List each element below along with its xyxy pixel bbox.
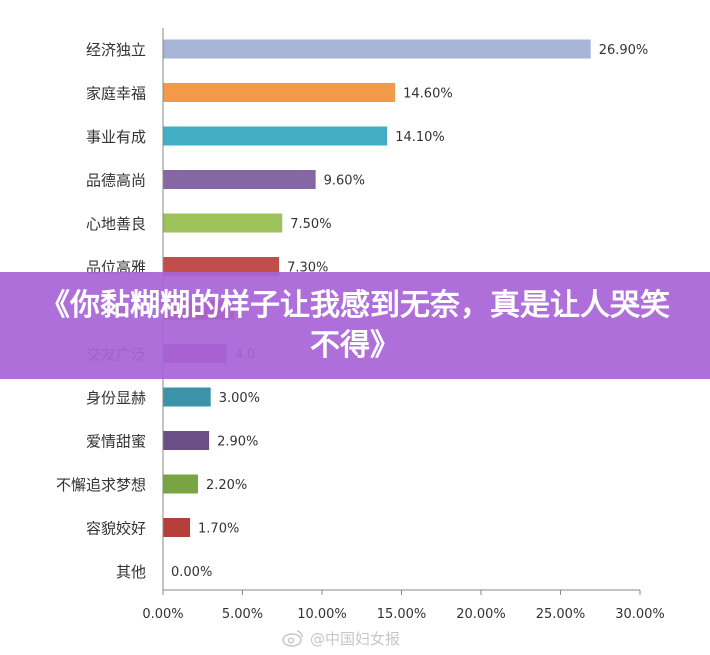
bar bbox=[163, 431, 210, 450]
category-label: 心地善良 bbox=[86, 215, 146, 233]
category-label: 其他 bbox=[116, 563, 146, 581]
category-label: 身份显赫 bbox=[86, 389, 146, 407]
x-tick-label: 15.00% bbox=[377, 607, 427, 622]
x-tick-label: 30.00% bbox=[615, 607, 665, 622]
category-label: 经济独立 bbox=[86, 41, 146, 59]
bar bbox=[163, 257, 280, 276]
bar bbox=[163, 83, 396, 102]
value-label: 14.60% bbox=[403, 87, 453, 102]
x-tick-label: 25.00% bbox=[536, 607, 586, 622]
value-label: 9.60% bbox=[324, 174, 365, 189]
title-overlay-banner: 《你黏糊糊的样子让我感到无奈，真是让人哭笑不得》 bbox=[0, 272, 710, 379]
category-label: 家庭幸福 bbox=[86, 85, 146, 103]
value-label: 14.10% bbox=[395, 130, 445, 145]
bar bbox=[163, 518, 191, 537]
bar bbox=[163, 213, 283, 233]
x-tick-label: 0.00% bbox=[142, 607, 183, 622]
x-tick-label: 20.00% bbox=[456, 607, 506, 622]
category-label: 事业有成 bbox=[86, 128, 146, 146]
watermark: @中国妇女报 bbox=[282, 626, 400, 650]
x-tick-label: 5.00% bbox=[222, 607, 263, 622]
value-label: 3.00% bbox=[219, 391, 260, 406]
value-label: 7.30% bbox=[287, 261, 328, 276]
bar bbox=[163, 170, 316, 189]
value-label: 7.50% bbox=[290, 217, 331, 232]
value-label: 1.70% bbox=[198, 522, 239, 537]
bar bbox=[163, 39, 591, 59]
weibo-icon bbox=[282, 630, 303, 647]
value-label: 0.00% bbox=[171, 565, 212, 580]
category-label: 爱情甜蜜 bbox=[86, 433, 146, 451]
value-label: 2.90% bbox=[217, 435, 258, 450]
bar bbox=[163, 126, 388, 146]
category-label: 品德高尚 bbox=[86, 172, 146, 190]
x-axis: 0.00% 5.00% 10.00% 15.00% 20.00% 25.00% 30.00% bbox=[142, 28, 665, 622]
value-label: 26.90% bbox=[599, 43, 649, 58]
category-label: 容貌姣好 bbox=[86, 520, 146, 538]
category-label: 不懈追求梦想 bbox=[56, 476, 146, 494]
overlay-title: 《你黏糊糊的样子让我感到无奈，真是让人哭笑不得》 bbox=[40, 287, 670, 363]
bar bbox=[163, 387, 211, 407]
watermark-text: @中国妇女报 bbox=[310, 629, 401, 648]
value-label: 2.20% bbox=[206, 478, 247, 493]
bar bbox=[163, 474, 198, 494]
x-tick-label: 10.00% bbox=[297, 607, 347, 622]
value-labels: 26.90%14.60%14.10%9.60%7.50%7.30%4.03.00… bbox=[171, 43, 648, 580]
